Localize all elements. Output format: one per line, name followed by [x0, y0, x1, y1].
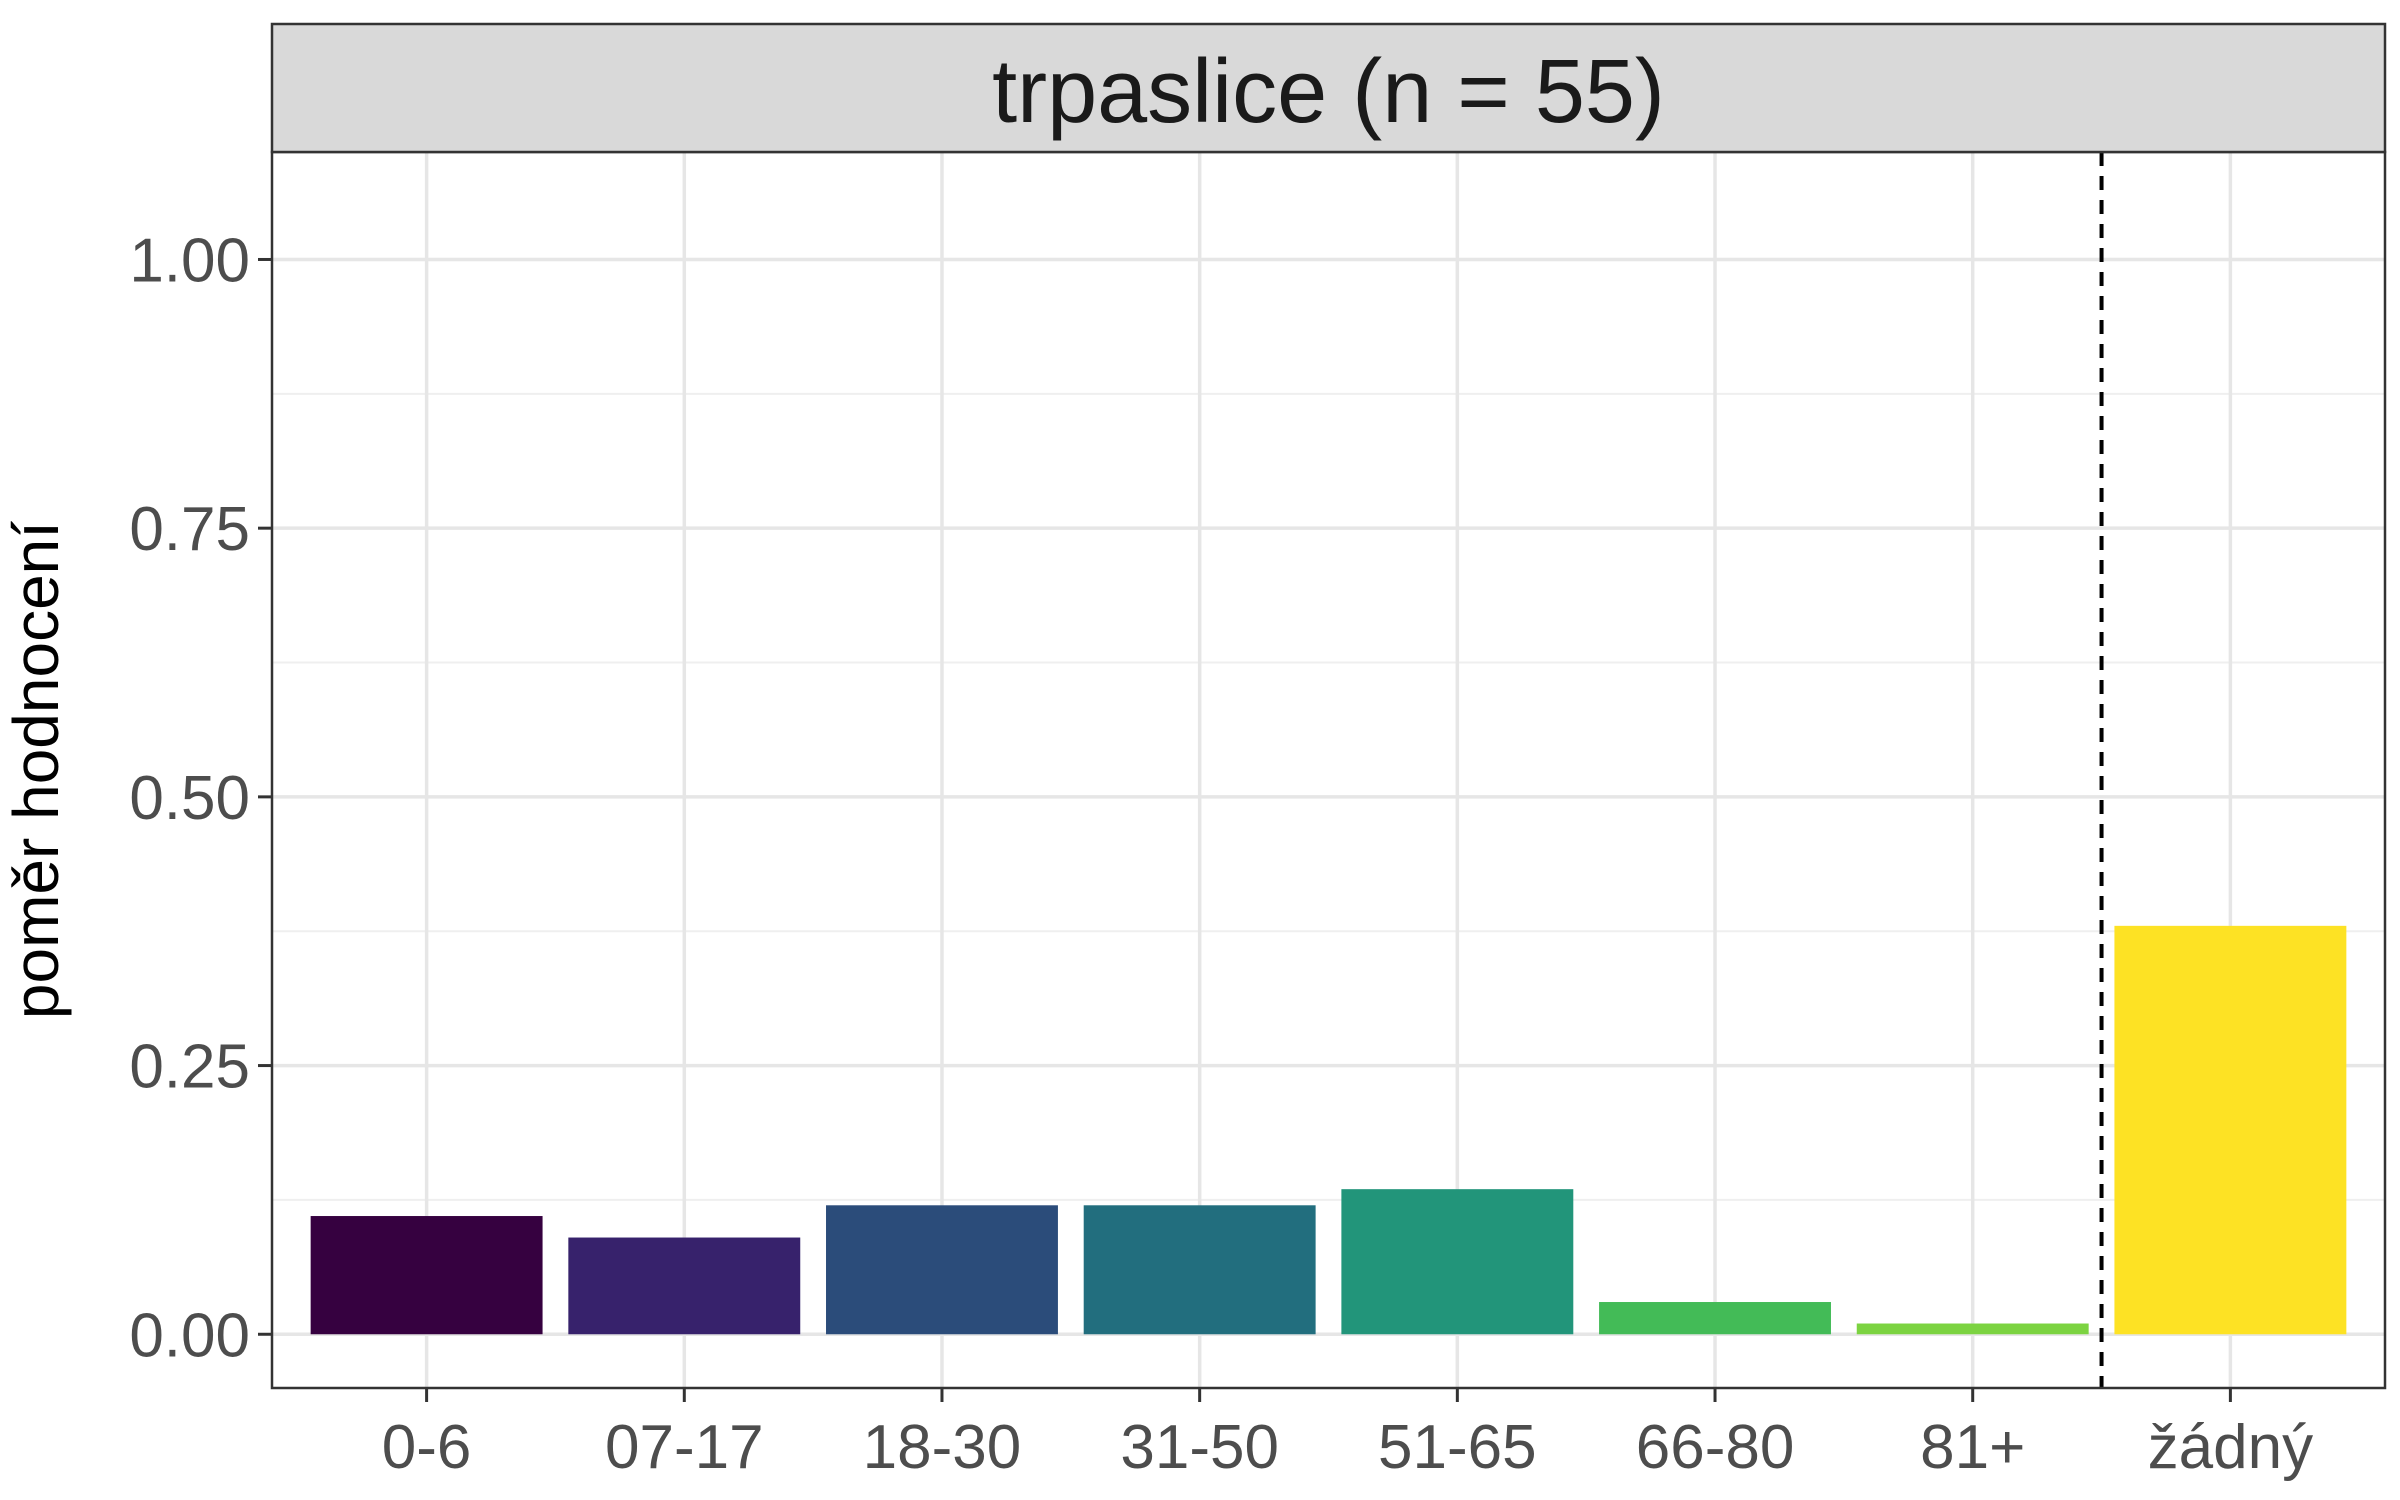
bar-31-50	[1083, 1205, 1316, 1335]
bars	[310, 925, 2347, 1335]
y-tick-label: 0.75	[129, 495, 250, 564]
x-tick-label: 31-50	[1120, 1413, 1279, 1482]
x-tick-label: 51-65	[1378, 1413, 1537, 1482]
bar-66-80	[1599, 1302, 1831, 1335]
x-axis: 0-6 07-17 18-30 31-50 51-65 66-80 81+ žádný	[382, 1388, 2313, 1482]
x-tick-label: 66-80	[1636, 1413, 1795, 1482]
x-tick-label: žádný	[2148, 1413, 2313, 1482]
bar-81+	[1856, 1323, 2089, 1335]
x-tick-label: 81+	[1920, 1413, 2025, 1482]
bar-51-65	[1341, 1189, 1574, 1335]
bar-18-30	[826, 1205, 1058, 1335]
facet-strip	[270, 22, 2387, 154]
bar-žádný	[2114, 925, 2347, 1335]
y-axis: 0.00 0.25 0.50 0.75 1.00	[129, 226, 272, 1370]
facet-strip-title: trpaslice (n = 55)	[992, 42, 1665, 142]
x-tick-label: 07-17	[605, 1413, 764, 1482]
x-tick-label: 0-6	[382, 1413, 472, 1482]
bar-07-17	[568, 1237, 801, 1335]
y-tick-label: 1.00	[129, 226, 250, 295]
y-tick-label: 0.00	[129, 1301, 250, 1370]
plot-panel-background	[272, 152, 2385, 1388]
grid-lines	[272, 152, 2385, 1388]
y-axis-title: poměr hodnocení	[0, 521, 72, 1019]
x-tick-label: 18-30	[863, 1413, 1022, 1482]
y-tick-label: 0.50	[129, 764, 250, 833]
bar-0-6	[310, 1216, 543, 1335]
y-tick-label: 0.25	[129, 1033, 250, 1102]
